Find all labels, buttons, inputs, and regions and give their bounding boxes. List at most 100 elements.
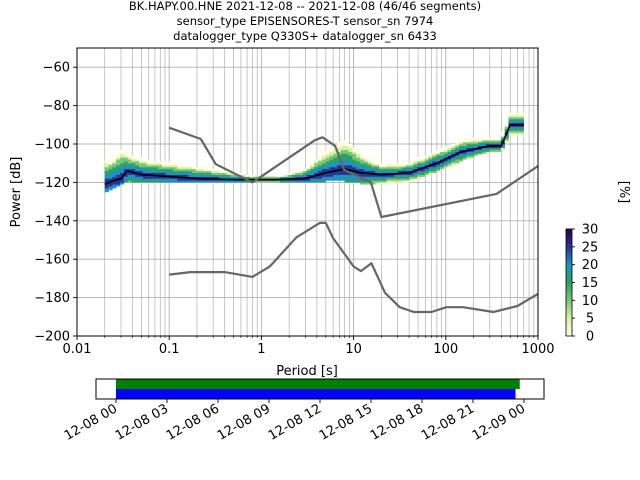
density-cell <box>299 174 304 177</box>
density-cell <box>116 155 121 158</box>
density-cell <box>489 147 494 150</box>
density-cell <box>127 157 132 160</box>
density-cell <box>348 157 353 160</box>
density-cell <box>161 161 166 164</box>
density-cell <box>363 180 368 183</box>
colorbar-tick-label: 15 <box>582 276 599 291</box>
density-cell <box>329 157 334 160</box>
density-cell <box>276 176 281 179</box>
density-cell <box>405 170 410 173</box>
density-cell <box>462 157 467 160</box>
density-cell <box>481 140 486 143</box>
timeline-tick-label: 12-08 15 <box>317 401 375 443</box>
density-cell <box>333 163 338 166</box>
density-cell <box>192 170 197 173</box>
density-cell <box>116 163 121 166</box>
mode-line <box>104 124 524 186</box>
density-cell <box>340 147 346 150</box>
density-cell <box>287 180 292 183</box>
density-cell <box>139 165 144 168</box>
density-cell <box>321 178 326 181</box>
density-cell <box>333 167 338 170</box>
density-cell <box>139 176 144 179</box>
density-cell <box>424 172 429 175</box>
density-cell <box>458 153 464 156</box>
density-cell <box>363 157 368 160</box>
y-tick-label: −60 <box>43 61 70 76</box>
density-cell <box>436 165 441 168</box>
density-cell <box>276 180 281 183</box>
density-cell <box>146 172 151 175</box>
density-cell <box>401 163 406 166</box>
density-cell <box>226 180 231 183</box>
density-cell <box>493 140 498 143</box>
density-cell <box>337 145 342 149</box>
density-cell <box>466 147 471 150</box>
density-cell <box>203 176 208 179</box>
density-cell <box>474 151 479 154</box>
density-cell <box>203 168 208 172</box>
density-cell <box>119 180 125 183</box>
density-cell <box>394 170 399 173</box>
density-cell <box>123 178 128 181</box>
density-cell <box>199 174 205 177</box>
density-cell <box>371 170 376 173</box>
density-cell <box>398 170 403 173</box>
density-cell <box>348 153 353 156</box>
density-cell <box>104 178 109 181</box>
density-cell <box>500 136 505 139</box>
density-cell <box>500 144 505 147</box>
colorbar: 0 5 10 15 20 25 30 <box>565 223 599 345</box>
density-cell <box>375 182 380 185</box>
density-cell <box>314 170 319 173</box>
density-cell <box>512 120 517 124</box>
density-cell <box>310 167 315 170</box>
density-cell <box>325 176 330 179</box>
density-cell <box>199 170 205 173</box>
density-cell <box>359 163 365 166</box>
density-cell <box>363 159 368 162</box>
density-cell <box>500 147 505 150</box>
density-cell <box>428 168 433 172</box>
density-cell <box>127 161 132 164</box>
density-cell <box>378 176 384 179</box>
density-cell <box>154 161 159 164</box>
density-cell <box>146 170 151 173</box>
density-cell <box>188 167 193 170</box>
density-cell <box>199 168 205 172</box>
density-cell <box>169 167 174 170</box>
density-cell <box>420 159 425 162</box>
chart-title-line-3: datalogger_type Q330S+ datalogger_sn 643… <box>173 29 437 43</box>
density-cell <box>497 149 502 152</box>
density-cell <box>116 170 121 173</box>
density-cell <box>241 180 246 183</box>
density-cell <box>493 144 498 147</box>
density-cell <box>367 165 372 168</box>
x-axis-ticks: 0.01 0.1 1 10 100 1000 <box>63 336 555 357</box>
density-cell <box>325 161 330 164</box>
density-cell <box>158 172 163 175</box>
density-cell <box>390 178 395 181</box>
density-cell <box>112 165 117 168</box>
density-cell <box>325 159 330 162</box>
density-cell <box>222 176 227 179</box>
density-cell <box>466 155 471 158</box>
density-cell <box>329 172 334 175</box>
density-cell <box>116 167 121 170</box>
density-cell <box>367 174 372 177</box>
density-cell <box>428 159 433 162</box>
density-cell <box>447 149 452 152</box>
density-cell <box>165 176 170 179</box>
density-cell <box>325 172 330 175</box>
density-cell <box>306 178 311 181</box>
colorbar-tick-label: 25 <box>582 240 599 255</box>
density-cell <box>165 180 170 183</box>
density-cell <box>321 174 326 177</box>
density-cell <box>112 155 117 158</box>
density-cell <box>455 157 460 160</box>
density-cell <box>139 178 144 181</box>
density-cell <box>386 170 391 173</box>
density-cell <box>119 151 125 154</box>
density-cell <box>321 153 326 156</box>
density-cell <box>207 176 212 179</box>
